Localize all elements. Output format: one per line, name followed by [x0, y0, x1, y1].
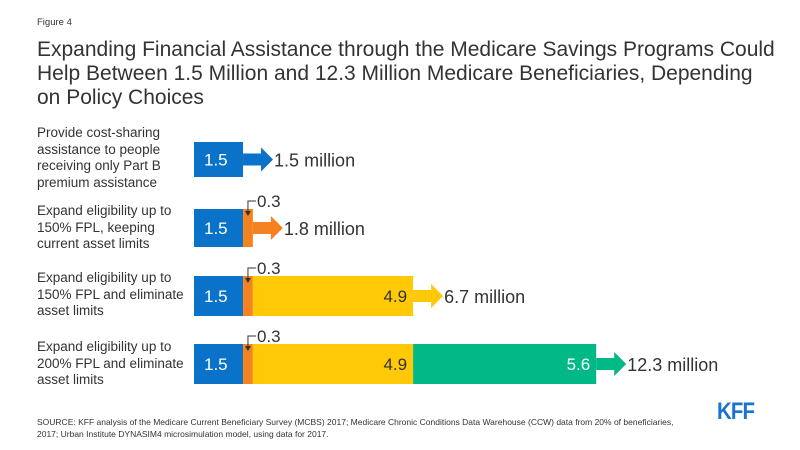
total-label: 6.7 million	[444, 287, 525, 307]
bar-segment-2-1	[194, 209, 244, 247]
row-label-3: Expand eligibility up to 150% FPL and el…	[37, 270, 184, 318]
bar-segment-4-4	[413, 344, 597, 384]
segment-value-label: 4.9	[383, 287, 407, 306]
callout-arrowhead	[244, 278, 251, 283]
callout-leader-line	[247, 335, 256, 350]
row-label-4: Expand eligibility up to 200% FPL and el…	[37, 339, 184, 387]
row-label-2: Expand eligibility up to 150% FPL, keepi…	[37, 203, 172, 251]
segment-value-label: 0.3	[257, 259, 281, 278]
segment-value-label: 4.9	[383, 355, 407, 374]
bar-segment-3-2	[243, 276, 253, 316]
figure-label: Figure 4	[37, 17, 72, 28]
segment-value-label: 0.3	[257, 327, 281, 346]
segment-value-label: 5.6	[567, 355, 591, 374]
total-arrow	[413, 284, 444, 308]
total-label: 1.8 million	[284, 219, 365, 239]
segment-value-label: 1.5	[204, 151, 228, 170]
total-arrow	[596, 352, 627, 376]
bar-segment-2-2	[243, 209, 253, 247]
row-label-1: Provide cost-sharing assistance to peopl…	[37, 125, 161, 190]
bar-segment-4-3	[252, 344, 414, 384]
total-arrow	[243, 147, 274, 172]
bar-segment-3-1	[194, 276, 244, 316]
segment-value-label: 1.5	[204, 287, 228, 306]
segment-value-label: 1.5	[204, 219, 228, 238]
bar-segment-4-1	[194, 344, 244, 384]
total-label: 12.3 million	[627, 355, 718, 375]
chart-title: Expanding Financial Assistance through t…	[37, 38, 775, 109]
source-note: SOURCE: KFF analysis of the Medicare Cur…	[37, 417, 674, 439]
bar-segment-3-3	[252, 276, 414, 316]
segment-value-label: 1.5	[204, 355, 228, 374]
bar-segment-1-1	[194, 142, 244, 177]
callout-leader-line	[247, 200, 256, 215]
kff-logo: KFF	[717, 398, 755, 425]
callout-leader-line	[247, 267, 256, 282]
bar-segment-4-2	[243, 344, 253, 384]
segment-value-label: 0.3	[257, 192, 281, 211]
callout-arrowhead	[244, 346, 251, 351]
total-label: 1.5 million	[274, 151, 355, 171]
callout-arrowhead	[244, 211, 251, 216]
total-arrow	[252, 216, 283, 240]
